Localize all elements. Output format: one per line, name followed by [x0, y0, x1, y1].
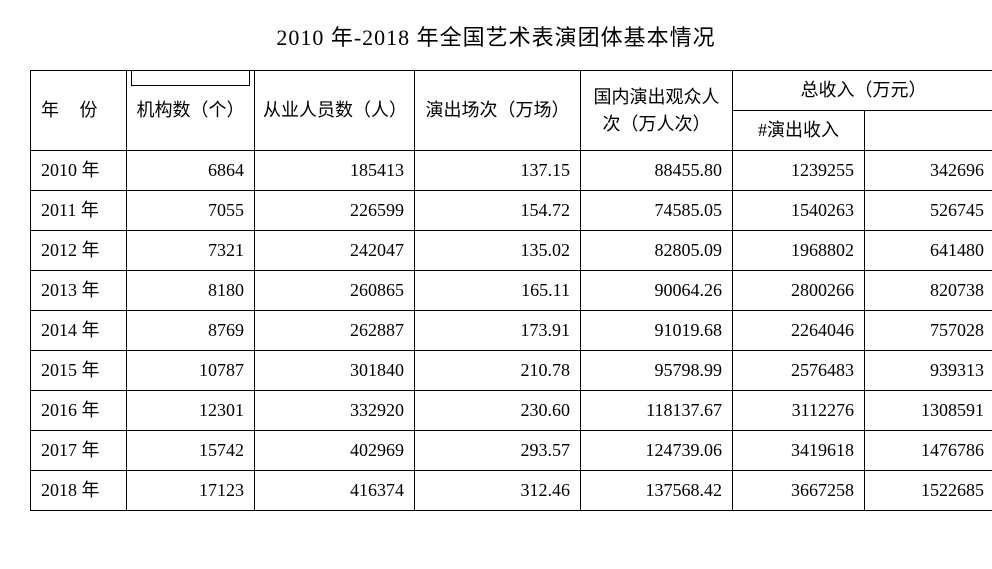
- col-header-shows: 演出场次（万场）: [415, 71, 581, 151]
- cell-revenue: 3667258: [733, 471, 865, 511]
- cell-employees: 301840: [255, 351, 415, 391]
- cell-employees: 416374: [255, 471, 415, 511]
- cell-revenue: 3419618: [733, 431, 865, 471]
- table-row: 2016 年12301332920230.60118137.6731122761…: [31, 391, 992, 431]
- cell-employees: 402969: [255, 431, 415, 471]
- cell-audience: 95798.99: [581, 351, 733, 391]
- cell-employees: 262887: [255, 311, 415, 351]
- cell-orgs: 17123: [127, 471, 255, 511]
- cell-revenue: 3112276: [733, 391, 865, 431]
- cell-employees: 260865: [255, 271, 415, 311]
- cell-year: 2015 年: [31, 351, 127, 391]
- table-row: 2017 年15742402969293.57124739.0634196181…: [31, 431, 992, 471]
- cell-audience: 124739.06: [581, 431, 733, 471]
- col-header-employees: 从业人员数（人）: [255, 71, 415, 151]
- cell-shows: 312.46: [415, 471, 581, 511]
- cell-shows: 154.72: [415, 191, 581, 231]
- cell-shows: 165.11: [415, 271, 581, 311]
- cell-perf_revenue: 757028: [865, 311, 992, 351]
- cell-year: 2010 年: [31, 151, 127, 191]
- cell-year: 2014 年: [31, 311, 127, 351]
- table-row: 2018 年17123416374312.46137568.4236672581…: [31, 471, 992, 511]
- cell-revenue: 2264046: [733, 311, 865, 351]
- cell-orgs: 7055: [127, 191, 255, 231]
- cell-revenue: 1239255: [733, 151, 865, 191]
- cell-shows: 137.15: [415, 151, 581, 191]
- col-header-orgs: 机构数（个）: [127, 71, 255, 151]
- cell-orgs: 7321: [127, 231, 255, 271]
- cell-shows: 210.78: [415, 351, 581, 391]
- table-row: 2012 年7321242047135.0282805.091968802641…: [31, 231, 992, 271]
- data-table: 年 份 机构数（个） 从业人员数（人） 演出场次（万场） 国内演出观众人次（万人…: [30, 70, 992, 511]
- cell-year: 2017 年: [31, 431, 127, 471]
- table-row: 2015 年10787301840210.7895798.99257648393…: [31, 351, 992, 391]
- col-header-year: 年 份: [31, 71, 127, 151]
- cell-audience: 82805.09: [581, 231, 733, 271]
- cell-revenue: 2576483: [733, 351, 865, 391]
- cell-year: 2013 年: [31, 271, 127, 311]
- table-title: 2010 年-2018 年全国艺术表演团体基本情况: [30, 20, 962, 52]
- table-row: 2010 年6864185413137.1588455.801239255342…: [31, 151, 992, 191]
- cell-employees: 185413: [255, 151, 415, 191]
- cell-orgs: 12301: [127, 391, 255, 431]
- cell-perf_revenue: 1522685: [865, 471, 992, 511]
- cell-perf_revenue: 939313: [865, 351, 992, 391]
- table-row: 2013 年8180260865165.1190064.262800266820…: [31, 271, 992, 311]
- cell-employees: 332920: [255, 391, 415, 431]
- table-row: 2014 年8769262887173.9191019.682264046757…: [31, 311, 992, 351]
- col-header-revenue: 总收入（万元）: [733, 71, 992, 111]
- cell-year: 2016 年: [31, 391, 127, 431]
- cell-orgs: 8180: [127, 271, 255, 311]
- cell-perf_revenue: 1308591: [865, 391, 992, 431]
- cell-orgs: 15742: [127, 431, 255, 471]
- col-header-perf-revenue: #演出收入: [733, 111, 865, 151]
- cell-revenue: 1540263: [733, 191, 865, 231]
- cell-audience: 118137.67: [581, 391, 733, 431]
- cell-shows: 293.57: [415, 431, 581, 471]
- cell-revenue: 2800266: [733, 271, 865, 311]
- cell-revenue: 1968802: [733, 231, 865, 271]
- cell-perf_revenue: 641480: [865, 231, 992, 271]
- cell-audience: 91019.68: [581, 311, 733, 351]
- cell-year: 2011 年: [31, 191, 127, 231]
- cell-orgs: 10787: [127, 351, 255, 391]
- cell-shows: 230.60: [415, 391, 581, 431]
- col-header-audience: 国内演出观众人次（万人次）: [581, 71, 733, 151]
- cell-shows: 173.91: [415, 311, 581, 351]
- cell-shows: 135.02: [415, 231, 581, 271]
- cell-perf_revenue: 1476786: [865, 431, 992, 471]
- cell-perf_revenue: 526745: [865, 191, 992, 231]
- cell-audience: 88455.80: [581, 151, 733, 191]
- cell-year: 2012 年: [31, 231, 127, 271]
- cell-audience: 90064.26: [581, 271, 733, 311]
- cell-employees: 226599: [255, 191, 415, 231]
- table-body: 2010 年6864185413137.1588455.801239255342…: [31, 151, 992, 511]
- table-header: 年 份 机构数（个） 从业人员数（人） 演出场次（万场） 国内演出观众人次（万人…: [31, 71, 992, 151]
- cell-perf_revenue: 342696: [865, 151, 992, 191]
- cell-audience: 74585.05: [581, 191, 733, 231]
- cell-year: 2018 年: [31, 471, 127, 511]
- cell-audience: 137568.42: [581, 471, 733, 511]
- cell-perf_revenue: 820738: [865, 271, 992, 311]
- cell-employees: 242047: [255, 231, 415, 271]
- cell-orgs: 6864: [127, 151, 255, 191]
- table-row: 2011 年7055226599154.7274585.051540263526…: [31, 191, 992, 231]
- cell-orgs: 8769: [127, 311, 255, 351]
